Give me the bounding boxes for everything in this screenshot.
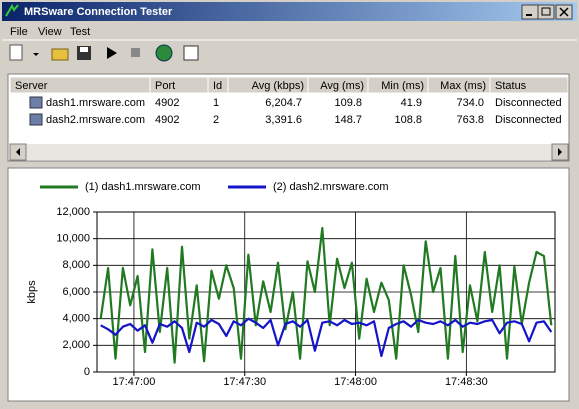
column-header[interactable] bbox=[489, 76, 569, 94]
y-tick-label: 8,000 bbox=[62, 259, 90, 271]
table-cell: Disconnected bbox=[495, 114, 562, 126]
y-tick-label: 12,000 bbox=[56, 206, 90, 218]
window-title: MRSware Connection Tester bbox=[24, 6, 173, 18]
menu-item[interactable]: File bbox=[10, 26, 28, 38]
column-header-label: Avg (kbps) bbox=[252, 80, 304, 92]
legend-label: (2) dash2.mrsware.com bbox=[273, 181, 389, 193]
table-cell: 108.8 bbox=[394, 114, 422, 126]
data-line bbox=[100, 317, 553, 358]
column-header-label: Id bbox=[213, 80, 222, 92]
table-cell: Disconnected bbox=[495, 97, 562, 109]
menu-item[interactable]: Test bbox=[70, 26, 90, 38]
table-cell: 148.7 bbox=[334, 114, 362, 126]
column-header-label: Status bbox=[495, 80, 527, 92]
table: Server Port Id Avg (kbps) Avg (ms) Min (ms) Ma… bbox=[9, 76, 569, 126]
properties-button[interactable] bbox=[183, 45, 199, 61]
y-tick-label: 4,000 bbox=[62, 313, 90, 325]
x-tick-label: 17:48:30 bbox=[445, 376, 488, 388]
column-header-label: Port bbox=[155, 80, 175, 92]
table-cell: 1 bbox=[213, 97, 219, 109]
play-button[interactable] bbox=[107, 47, 117, 59]
minimize-button[interactable] bbox=[521, 4, 539, 20]
table-cell: 6,204.7 bbox=[265, 97, 302, 109]
table-cell: 2 bbox=[213, 114, 219, 126]
table-cell: dash1.mrsware.com bbox=[46, 97, 145, 109]
legend-label: (1) dash1.mrsware.com bbox=[85, 181, 201, 193]
chart: 0 2,000 4,000 6,000 8,000 10,000 12,000 17:47:0… bbox=[26, 181, 556, 388]
window-buttons[interactable] bbox=[521, 4, 573, 20]
h-scrollbar[interactable] bbox=[9, 143, 569, 161]
x-tick-label: 17:47:30 bbox=[223, 376, 266, 388]
y-tick-label: 10,000 bbox=[56, 233, 90, 245]
menu-bar: File View Test bbox=[10, 26, 90, 38]
x-tick-label: 17:47:00 bbox=[113, 376, 156, 388]
table-cell: 3,391.6 bbox=[265, 114, 302, 126]
stop-button[interactable] bbox=[131, 48, 140, 57]
y-tick-label: 0 bbox=[84, 366, 90, 378]
column-header-label: Server bbox=[15, 80, 48, 92]
server-icon bbox=[29, 96, 43, 109]
server-icon bbox=[29, 113, 43, 126]
toolbar bbox=[9, 44, 199, 62]
app-icon bbox=[5, 3, 19, 17]
table-cell: 4902 bbox=[155, 97, 179, 109]
table-cell: dash2.mrsware.com bbox=[46, 114, 145, 126]
y-axis-label: kbps bbox=[26, 280, 38, 304]
column-header-label: Min (ms) bbox=[381, 80, 424, 92]
y-tick-label: 6,000 bbox=[62, 286, 90, 298]
open-button[interactable] bbox=[51, 48, 69, 61]
table-cell: 4902 bbox=[155, 114, 179, 126]
table-cell: 41.9 bbox=[401, 97, 422, 109]
x-tick-label: 17:48:00 bbox=[334, 376, 377, 388]
maximize-button[interactable] bbox=[537, 4, 555, 20]
y-tick-label: 2,000 bbox=[62, 339, 90, 351]
table-cell: 734.0 bbox=[456, 97, 484, 109]
column-header-label: Max (ms) bbox=[440, 80, 486, 92]
menu-item[interactable]: View bbox=[38, 26, 62, 38]
data-line bbox=[99, 226, 553, 364]
connect-button[interactable] bbox=[155, 44, 173, 62]
new-button[interactable] bbox=[9, 44, 23, 61]
table-cell: 109.8 bbox=[334, 97, 362, 109]
table-cell: 763.8 bbox=[456, 114, 484, 126]
title-bar bbox=[2, 2, 577, 21]
column-header-label: Avg (ms) bbox=[320, 80, 364, 92]
